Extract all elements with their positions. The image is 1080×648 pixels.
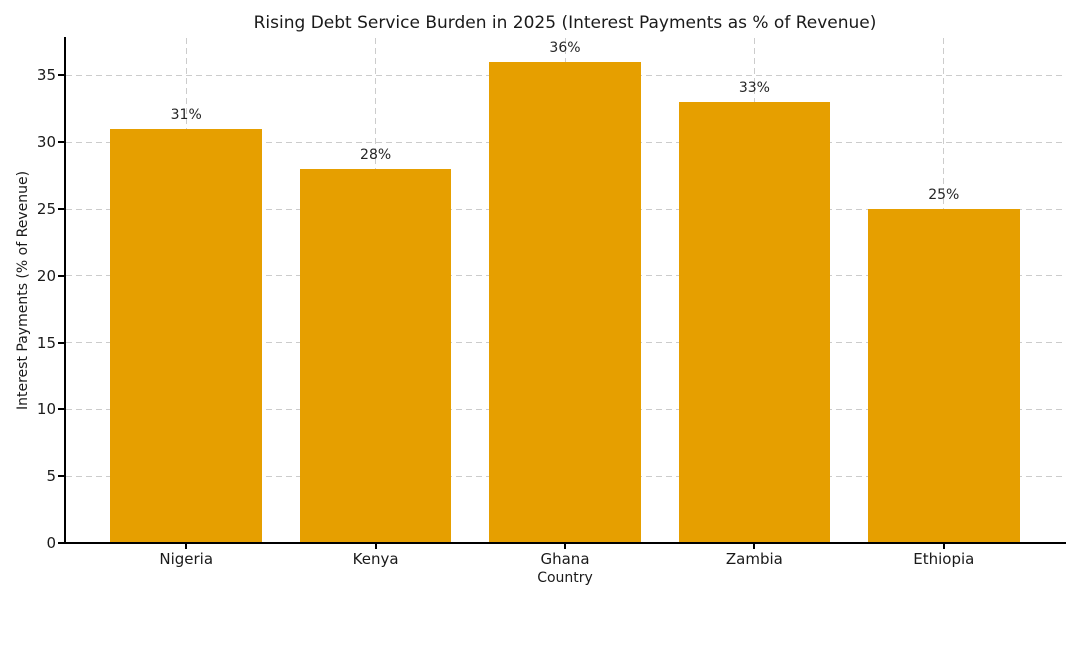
- chart-title: Rising Debt Service Burden in 2025 (Inte…: [253, 13, 877, 33]
- bar-value-label: 25%: [928, 187, 960, 203]
- y-tick-mark: [58, 274, 64, 277]
- x-tick-mark: [564, 544, 566, 549]
- y-tick-mark: [58, 208, 64, 210]
- y-tick-label: 0: [46, 534, 56, 552]
- x-tick-label: Ghana: [540, 550, 590, 568]
- x-tick-label: Kenya: [352, 550, 399, 568]
- bar-value-label: 36%: [549, 40, 581, 57]
- bar-zambia: [678, 102, 831, 543]
- bar-kenya: [299, 168, 452, 543]
- bar-nigeria: [110, 128, 262, 543]
- bar-ethiopia: [868, 209, 1020, 543]
- x-tick-label: Zambia: [725, 550, 783, 568]
- y-tick-label: 15: [36, 333, 56, 352]
- y-tick-label: 10: [36, 400, 56, 419]
- y-tick-label: 30: [36, 133, 56, 152]
- bar-value-label: 28%: [360, 146, 392, 163]
- y-tick-mark: [58, 408, 64, 411]
- y-tick-label: 20: [36, 266, 56, 285]
- x-tick-mark: [942, 544, 945, 549]
- bar-value-label: 31%: [170, 106, 202, 123]
- y-tick-mark: [58, 141, 64, 144]
- y-tick-mark: [58, 542, 64, 544]
- x-tick-mark: [753, 544, 756, 549]
- y-axis-spine: [64, 37, 66, 544]
- x-tick-label: Nigeria: [159, 550, 214, 568]
- y-tick-mark: [58, 341, 64, 344]
- y-tick-label: 25: [36, 200, 56, 218]
- x-tick-mark: [185, 544, 188, 549]
- x-tick-mark: [374, 544, 377, 549]
- y-tick-mark: [58, 74, 64, 77]
- x-axis-label: Country: [537, 570, 593, 586]
- bar-ghana: [489, 62, 641, 543]
- x-axis-spine: [64, 542, 1066, 544]
- y-tick-label: 35: [36, 66, 56, 85]
- y-tick-label: 5: [46, 467, 56, 486]
- y-tick-mark: [58, 475, 64, 478]
- bar-value-label: 33%: [738, 80, 770, 97]
- x-tick-label: Ethiopia: [913, 550, 975, 568]
